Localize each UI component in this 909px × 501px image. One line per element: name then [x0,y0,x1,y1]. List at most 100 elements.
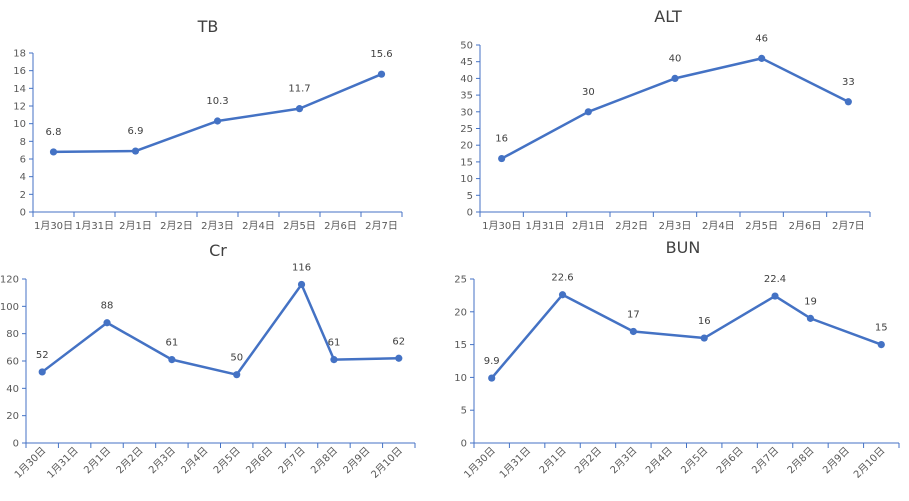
tb-data-point [377,70,386,78]
bun-data-point [629,327,637,336]
bun-x-tick-label: 1月30日 [462,445,498,481]
tb-y-tick-label: 2 [20,190,26,201]
tb-chart: TB [197,17,219,36]
cr-data-point [330,356,338,364]
bun-data-label: 17 [627,309,640,320]
alt-y-tick-label: 30 [460,107,473,118]
tb-y-tick-label: 6 [20,155,26,166]
alt-data-label: 16 [495,134,508,145]
bun-x-tick-label: 2月8日 [785,445,817,477]
tb-data-point [49,148,58,156]
tb-y-tick-label: 16 [13,66,26,77]
tb-data-point [213,117,222,125]
bun-y-tick-label: 5 [461,406,467,417]
tb-y-tick-label: 10 [13,119,26,130]
tb-data-point [295,105,304,113]
bun-data-label: 9.9 [484,356,500,367]
alt-y-tick-label: 50 [460,41,473,52]
bun-plot: 0 5 10 15 20 25 1月30日 1月31日 2月1日 2月2日 2月3日 2月4日 2月5日… [454,273,900,481]
cr-x-tick-label: 2月2日 [114,445,146,477]
bun-x-tick-label: 2月4日 [643,445,675,477]
alt-x-tick-label: 2月2日 [615,220,648,232]
tb-y-tick-label: 0 [20,208,26,219]
tb-x-tick-label: 2月6日 [324,220,357,232]
tb-data-label: 10.3 [206,96,228,107]
cr-x-tick-label: 2月6日 [244,445,276,477]
cr-x-tick-label: 2月3日 [146,445,178,477]
alt-data-label: 30 [582,87,595,98]
alt-data-point [844,98,852,106]
tb-y-tick-label: 12 [13,102,26,113]
cr-data-label: 62 [392,336,405,347]
cr-data-label: 116 [292,262,311,273]
alt-x-tick-label: 2月7日 [832,220,865,232]
bun-data-label: 16 [698,316,711,327]
cr-x-tick-label: 2月8日 [308,445,340,477]
alt-data-point [498,154,506,163]
alt-x-tick-label: 2月3日 [659,220,692,232]
bun-y-tick-label: 15 [454,340,467,351]
tb-x-tick-label: 2月1日 [119,220,152,232]
tb-series-line [53,73,382,154]
cr-x-tick-label: 2月5日 [211,445,243,477]
cr-x-tick-label: 2月10日 [369,445,405,481]
alt-x-tick-label: 2月5日 [745,220,778,232]
bun-series-line [490,293,882,379]
alt-data-point [671,74,679,82]
bun-x-tick-label: 2月6日 [714,445,746,477]
cr-data-point [297,280,306,289]
bun-data-label: 22.4 [764,274,786,285]
cr-data-point [103,319,111,327]
bun-data-point [771,292,779,300]
cr-data-label: 52 [36,350,49,361]
tb-x-tick-label: 2月3日 [201,220,234,232]
tb-y-tick-label: 4 [20,172,26,183]
bun-x-tick-label: 2月9日 [820,445,852,477]
bun-x-tick-label: 2月3日 [608,445,640,477]
alt-y-tick-label: 40 [460,74,473,85]
cr-y-tick-label: 80 [6,329,19,340]
tb-data-point [131,147,140,155]
alt-data-label: 46 [755,33,768,44]
tb-y-tick-label: 14 [13,84,26,95]
cr-data-point [395,354,403,362]
alt-y-tick-label: 35 [460,91,473,102]
alt-plot: 0 5 10 15 20 25 30 35 40 45 50 1月30日 1月31日 2月1日 2月2日 2月… [460,33,871,232]
bun-x-tick-label: 2月2日 [572,445,604,477]
cr-x-tick-label: 2月1日 [82,445,114,477]
cr-data-point [233,371,241,379]
tb-data-label: 11.7 [288,84,310,95]
bun-y-tick-label: 20 [454,307,467,318]
cr-chart: Cr [209,241,227,260]
bun-data-point [877,341,885,349]
alt-data-point [584,108,592,116]
tb-x-tick-label: 1月30日 [34,220,73,232]
cr-data-point [38,368,46,376]
cr-x-tick-label: 2月7日 [276,445,308,477]
tb-x-tick-label: 2月7日 [365,220,398,232]
alt-data-label: 33 [842,77,855,88]
alt-y-tick-label: 20 [460,141,473,152]
alt-y-tick-label: 10 [460,174,473,185]
alt-y-tick-label: 5 [467,191,473,202]
tb-chart-title: TB [197,17,219,36]
alt-y-tick-label: 25 [460,124,473,135]
cr-y-tick-label: 100 [0,302,19,313]
cr-x-tick-label: 2月9日 [341,445,373,477]
cr-chart-title: Cr [209,241,227,260]
tb-x-tick-label: 2月5日 [283,220,316,232]
alt-chart: ALT [654,7,682,26]
alt-data-label: 40 [669,53,682,64]
bun-data-point [700,334,708,342]
tb-data-label: 6.8 [46,127,62,138]
bun-data-label: 19 [804,296,817,307]
cr-y-tick-label: 0 [13,439,19,450]
bun-data-point [488,374,496,382]
cr-y-tick-label: 60 [6,357,19,368]
bun-chart-title: BUN [666,238,701,257]
alt-data-point [758,54,766,62]
bun-x-tick-label: 2月10日 [851,445,887,481]
bun-data-label: 22.6 [551,273,573,284]
bun-y-tick-label: 0 [461,439,467,450]
